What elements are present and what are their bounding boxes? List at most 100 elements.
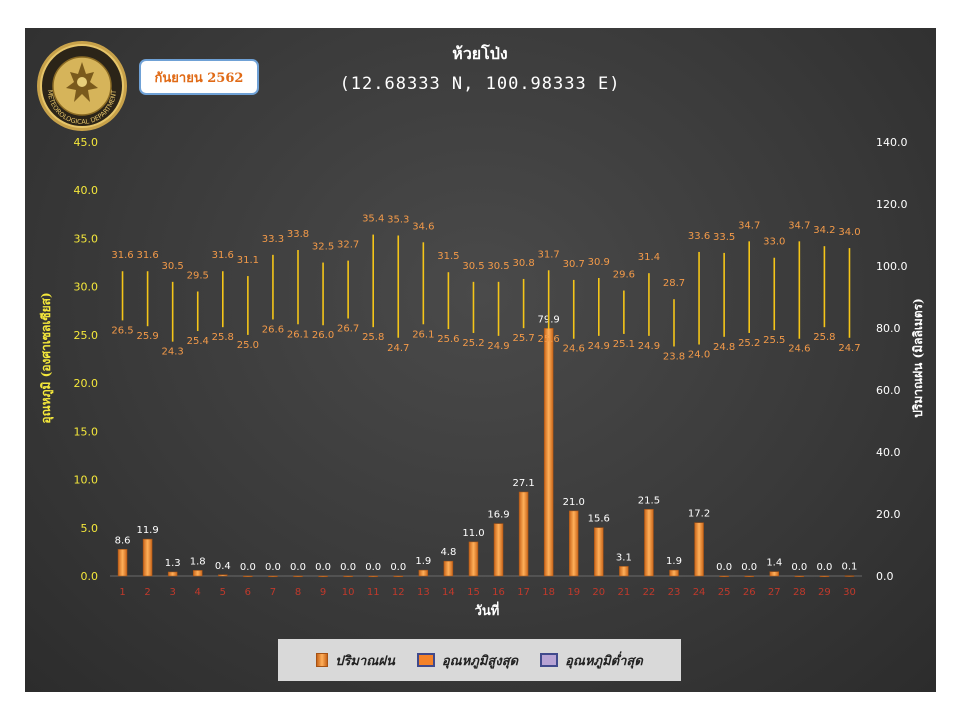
rain-value-label: 0.0	[290, 562, 306, 573]
right-tick-label: 80.0	[876, 322, 901, 335]
rain-value-label: 0.0	[340, 562, 356, 573]
category-label: 29	[818, 587, 831, 598]
min-temp-label: 25.2	[738, 338, 760, 349]
chart-title: ห้วยโป่ง	[452, 44, 508, 63]
category-label: 10	[342, 587, 355, 598]
max-temp-label: 29.6	[613, 270, 635, 281]
rain-value-label: 0.0	[265, 562, 281, 573]
rain-bar	[644, 509, 654, 577]
x-axis-title: วันที่	[475, 601, 500, 619]
category-label: 22	[643, 587, 656, 598]
left-tick-label: 30.0	[74, 281, 99, 294]
category-label: 1	[119, 587, 125, 598]
category-label: 9	[320, 587, 326, 598]
min-temp-label: 24.9	[487, 341, 509, 352]
left-tick-label: 25.0	[74, 329, 99, 342]
min-temp-label: 24.8	[713, 342, 735, 353]
legend-swatch-max-temp	[416, 653, 435, 667]
min-temp-label: 24.6	[788, 344, 810, 355]
min-temp-label: 25.4	[187, 336, 209, 347]
left-tick-label: 45.0	[74, 136, 99, 149]
rain-value-label: 3.1	[616, 552, 632, 563]
min-temp-label: 26.1	[287, 329, 309, 340]
min-temp-label: 25.9	[136, 331, 158, 342]
x-axis-categories: 1 2 3 4 5 6 7 8 9 10 11 12 13 14 15 16 17 18 19 20 21 22 23 24 2…	[119, 587, 855, 598]
min-temp-label: 24.9	[588, 341, 610, 352]
max-temp-label: 31.6	[212, 250, 234, 261]
rain-bar	[293, 575, 303, 578]
month-badge: กันยายน 2562	[139, 59, 259, 95]
rain-bar	[192, 570, 203, 577]
category-label: 12	[392, 587, 405, 598]
min-temp-label: 26.0	[312, 330, 334, 341]
max-temp-label: 30.5	[162, 261, 184, 272]
max-temp-label: 33.0	[763, 237, 785, 248]
max-temp-label: 34.2	[813, 225, 835, 236]
category-label: 27	[768, 587, 781, 598]
category-label: 15	[467, 587, 480, 598]
rain-bar	[669, 569, 679, 577]
rain-bar	[243, 575, 253, 578]
legend-swatch-rain	[316, 653, 329, 667]
max-temp-label: 34.7	[788, 220, 810, 231]
left-tick-label: 0.0	[81, 570, 99, 583]
left-tick-label: 15.0	[74, 425, 99, 438]
legend-label-max-temp: อุณหภูมิสูงสุด	[441, 653, 519, 669]
category-label: 7	[270, 587, 276, 598]
min-temp-label: 26.1	[412, 329, 434, 340]
rain-bar	[368, 575, 378, 578]
temperature-range-lines	[121, 234, 851, 347]
rain-bar	[493, 523, 504, 577]
rain-bar	[343, 575, 353, 578]
rain-bar	[117, 549, 128, 577]
category-label: 23	[668, 587, 681, 598]
rain-bar	[819, 575, 830, 578]
rain-value-label: 0.4	[215, 561, 231, 572]
min-temp-label: 26.5	[111, 325, 133, 336]
category-label: 3	[169, 587, 175, 598]
max-temp-label: 31.7	[538, 249, 560, 260]
category-label: 8	[295, 587, 301, 598]
category-label: 26	[743, 587, 756, 598]
rain-value-label: 0.0	[365, 562, 381, 573]
rain-value-label: 1.3	[165, 558, 181, 569]
chart-panel	[25, 28, 936, 692]
max-temp-label: 30.5	[487, 261, 509, 272]
max-temp-label: 30.8	[512, 258, 534, 269]
category-label: 20	[592, 587, 605, 598]
rain-bar	[794, 575, 805, 578]
legend-swatch-min-temp	[540, 653, 559, 667]
rain-bars	[117, 328, 855, 578]
min-temp-label: 25.8	[212, 332, 234, 343]
right-tick-label: 0.0	[876, 570, 894, 583]
rain-value-label: 0.0	[791, 562, 807, 573]
right-tick-label: 140.0	[876, 136, 908, 149]
legend-label-min-temp: อุณหภูมิต่ำสุด	[565, 653, 643, 669]
min-temp-label: 25.2	[462, 338, 484, 349]
right-tick-label: 120.0	[876, 198, 908, 211]
right-tick-label: 40.0	[876, 446, 901, 459]
max-temp-label: 31.4	[638, 252, 660, 263]
min-temp-label: 25.6	[538, 334, 560, 345]
left-tick-label: 5.0	[81, 522, 99, 535]
max-temp-label: 31.6	[136, 250, 158, 261]
rain-bar	[719, 575, 729, 578]
max-temp-label: 30.5	[462, 261, 484, 272]
min-temp-label: 25.7	[512, 333, 534, 344]
rain-bar	[594, 527, 604, 577]
max-temp-label: 33.3	[262, 234, 284, 245]
rain-value-label: 8.6	[115, 535, 131, 546]
category-label: 17	[517, 587, 530, 598]
rain-value-label: 1.9	[415, 556, 431, 567]
min-temp-label: 23.8	[663, 351, 685, 362]
left-tick-label: 20.0	[74, 377, 99, 390]
rain-value-label: 0.1	[842, 562, 858, 573]
category-label: 5	[220, 587, 226, 598]
rain-value-label: 11.0	[462, 528, 484, 539]
max-temp-label: 31.5	[437, 251, 459, 262]
rain-bar	[218, 574, 228, 577]
max-temp-label: 28.7	[663, 278, 685, 289]
rain-bar	[694, 522, 704, 577]
max-temp-label: 32.5	[312, 242, 334, 253]
